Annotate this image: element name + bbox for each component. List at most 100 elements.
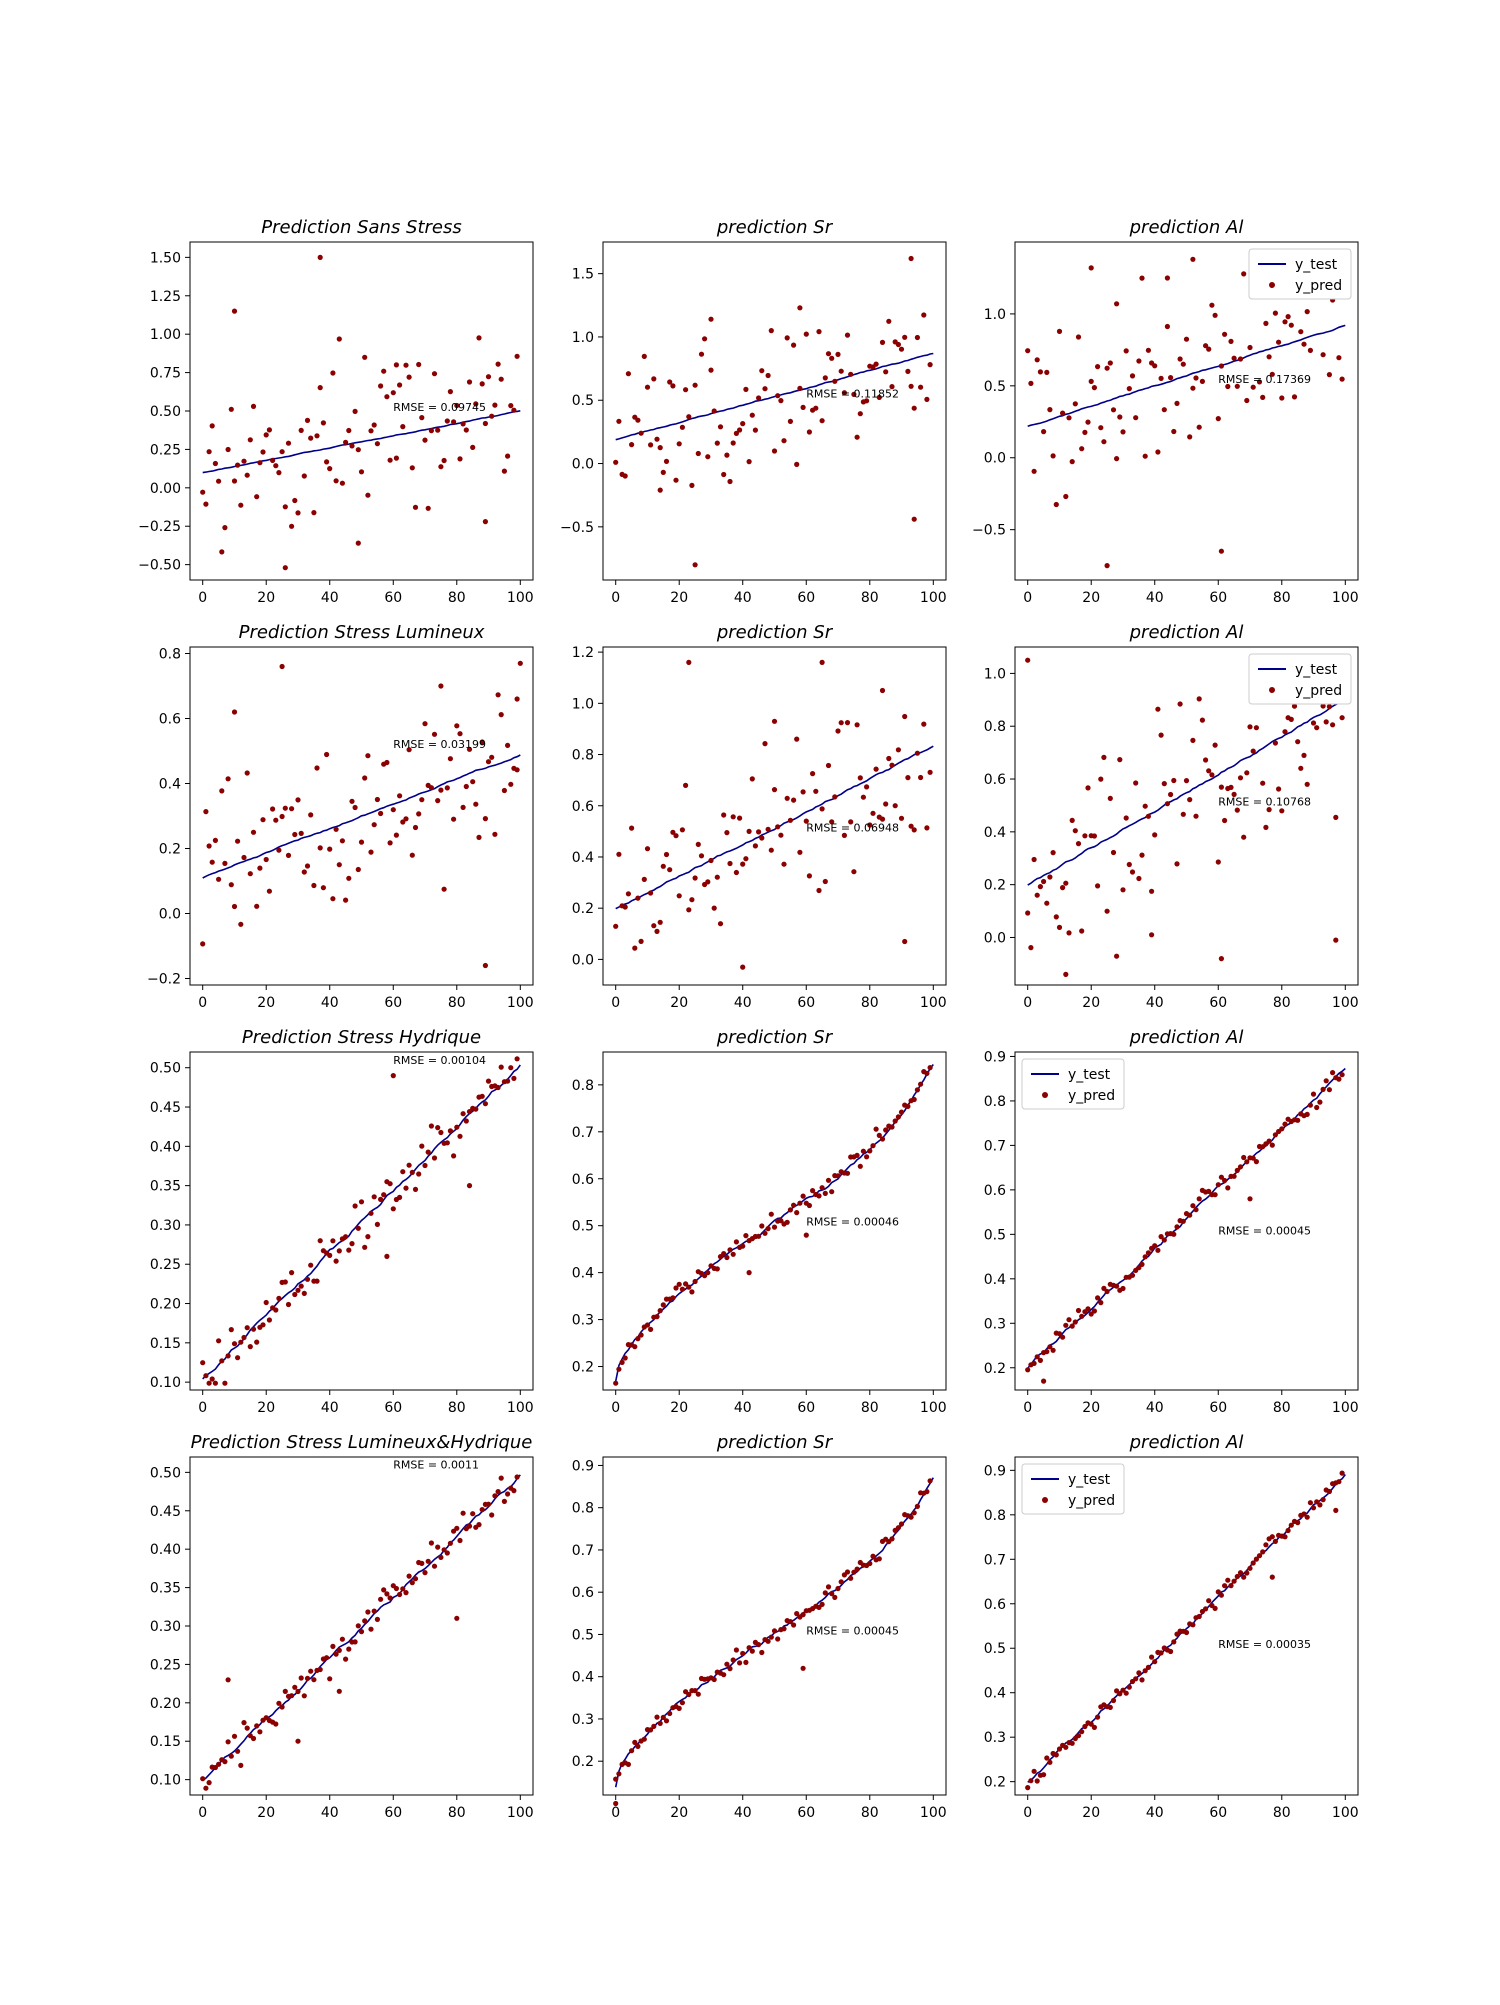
y-pred-point	[317, 385, 323, 391]
y-pred-point	[416, 361, 422, 368]
y-tick-label: 0.4	[984, 1272, 1006, 1288]
y-pred-point	[1339, 1470, 1345, 1476]
y-pred-point	[1241, 1154, 1247, 1161]
y-pred-point	[1171, 777, 1177, 784]
y-pred-point	[749, 776, 755, 782]
y-pred-point	[200, 1360, 206, 1366]
y-pred-point	[460, 421, 466, 427]
y-pred-point	[1075, 841, 1082, 847]
y-pred-point	[298, 427, 304, 433]
y-pred-point	[454, 1525, 460, 1531]
y-pred-point	[1041, 1378, 1047, 1384]
y-pred-point	[1044, 1349, 1050, 1355]
y-pred-point	[435, 798, 441, 804]
y-pred-point	[733, 1647, 740, 1653]
y-pred-point	[1161, 1237, 1167, 1243]
y-pred-point	[482, 962, 488, 969]
y-pred-point	[1314, 1104, 1320, 1111]
y-pred-point	[1336, 1076, 1342, 1082]
y-pred-point	[1072, 401, 1078, 407]
y-pred-point	[422, 721, 428, 727]
y-pred-point	[279, 813, 285, 820]
y-pred-point	[1053, 914, 1059, 920]
y-tick-label: 0.5	[984, 1641, 1006, 1657]
y-pred-point	[895, 341, 902, 348]
y-pred-point	[1199, 717, 1205, 723]
legend-label-y-test: y_test	[1295, 257, 1338, 273]
y-pred-point	[282, 565, 288, 571]
y-pred-point	[771, 1628, 778, 1634]
y-pred-point	[1158, 375, 1164, 381]
y-tick-label: 0.6	[984, 772, 1006, 788]
y-pred-point	[911, 516, 917, 522]
y-pred-point	[1126, 1684, 1132, 1690]
plot-title: prediction Sr	[716, 217, 834, 238]
y-pred-point	[876, 1132, 882, 1138]
y-pred-point	[266, 1317, 272, 1323]
y-pred-point	[1180, 361, 1186, 367]
y-pred-point	[1037, 1357, 1043, 1363]
y-pred-point	[822, 1190, 828, 1196]
y-pred-point	[409, 1169, 415, 1175]
y-pred-point	[835, 1585, 841, 1592]
y-pred-point	[902, 713, 908, 720]
plot-title: prediction Sr	[716, 622, 834, 643]
y-pred-point	[438, 1129, 444, 1136]
y-pred-point	[924, 825, 930, 831]
y-pred-point	[463, 1118, 469, 1124]
y-pred-point	[800, 1665, 806, 1671]
y-pred-point	[447, 1128, 453, 1134]
y-pred-point	[1161, 781, 1167, 787]
plot-title: prediction Al	[1129, 622, 1244, 643]
y-pred-point	[1050, 850, 1056, 856]
y-pred-point	[898, 346, 905, 352]
y-pred-point	[358, 839, 365, 845]
y-pred-point	[654, 1314, 660, 1320]
y-pred-point	[791, 342, 797, 348]
y-pred-point	[743, 386, 749, 392]
y-pred-point	[711, 408, 717, 414]
x-tick-label: 40	[321, 995, 339, 1011]
y-pred-point	[476, 834, 482, 841]
y-pred-point	[1279, 1126, 1285, 1132]
x-tick-label: 80	[448, 995, 466, 1011]
y-pred-point	[670, 829, 676, 835]
y-pred-point	[1110, 1697, 1117, 1704]
y-pred-point	[289, 523, 295, 529]
y-pred-point	[514, 696, 520, 702]
y-pred-point	[927, 362, 933, 368]
y-pred-point	[289, 806, 295, 812]
y-pred-point	[1098, 776, 1104, 782]
y-pred-point	[1218, 956, 1224, 962]
y-pred-point	[644, 384, 651, 390]
x-tick-label: 20	[257, 1805, 275, 1821]
y-pred-point	[1063, 1744, 1069, 1750]
y-pred-point	[422, 1570, 428, 1576]
y-pred-point	[362, 1618, 368, 1624]
y-pred-point	[717, 424, 724, 430]
y-pred-point	[806, 1202, 813, 1209]
x-tick-label: 100	[507, 1805, 534, 1821]
legend-label-y-test: y_test	[1068, 1472, 1111, 1488]
y-pred-point	[451, 816, 457, 822]
y-pred-point	[867, 1560, 873, 1567]
y-pred-point	[1028, 380, 1034, 386]
y-pred-point	[238, 1762, 244, 1768]
y-pred-point	[260, 1322, 266, 1328]
y-pred-point	[365, 492, 371, 498]
y-test-line	[615, 352, 934, 441]
y-pred-point	[914, 1087, 921, 1093]
y-pred-point	[911, 405, 917, 411]
y-tick-label: 0.50	[150, 1061, 181, 1077]
y-pred-point	[1307, 1102, 1313, 1108]
y-tick-label: 0.40	[150, 1542, 181, 1558]
y-pred-point	[1301, 341, 1307, 347]
y-pred-point	[384, 759, 390, 766]
y-pred-point	[622, 904, 628, 910]
subplot-6: prediction Al 0 20 40 60 80 100 0.0 0.2 0.4 0.6 0.8…	[984, 622, 1359, 1011]
y-pred-point	[438, 1554, 444, 1560]
y-pred-point	[1158, 1650, 1164, 1656]
y-pred-point	[1041, 1772, 1047, 1778]
y-tick-label: 0.0	[572, 457, 594, 473]
y-pred-point	[501, 787, 507, 794]
